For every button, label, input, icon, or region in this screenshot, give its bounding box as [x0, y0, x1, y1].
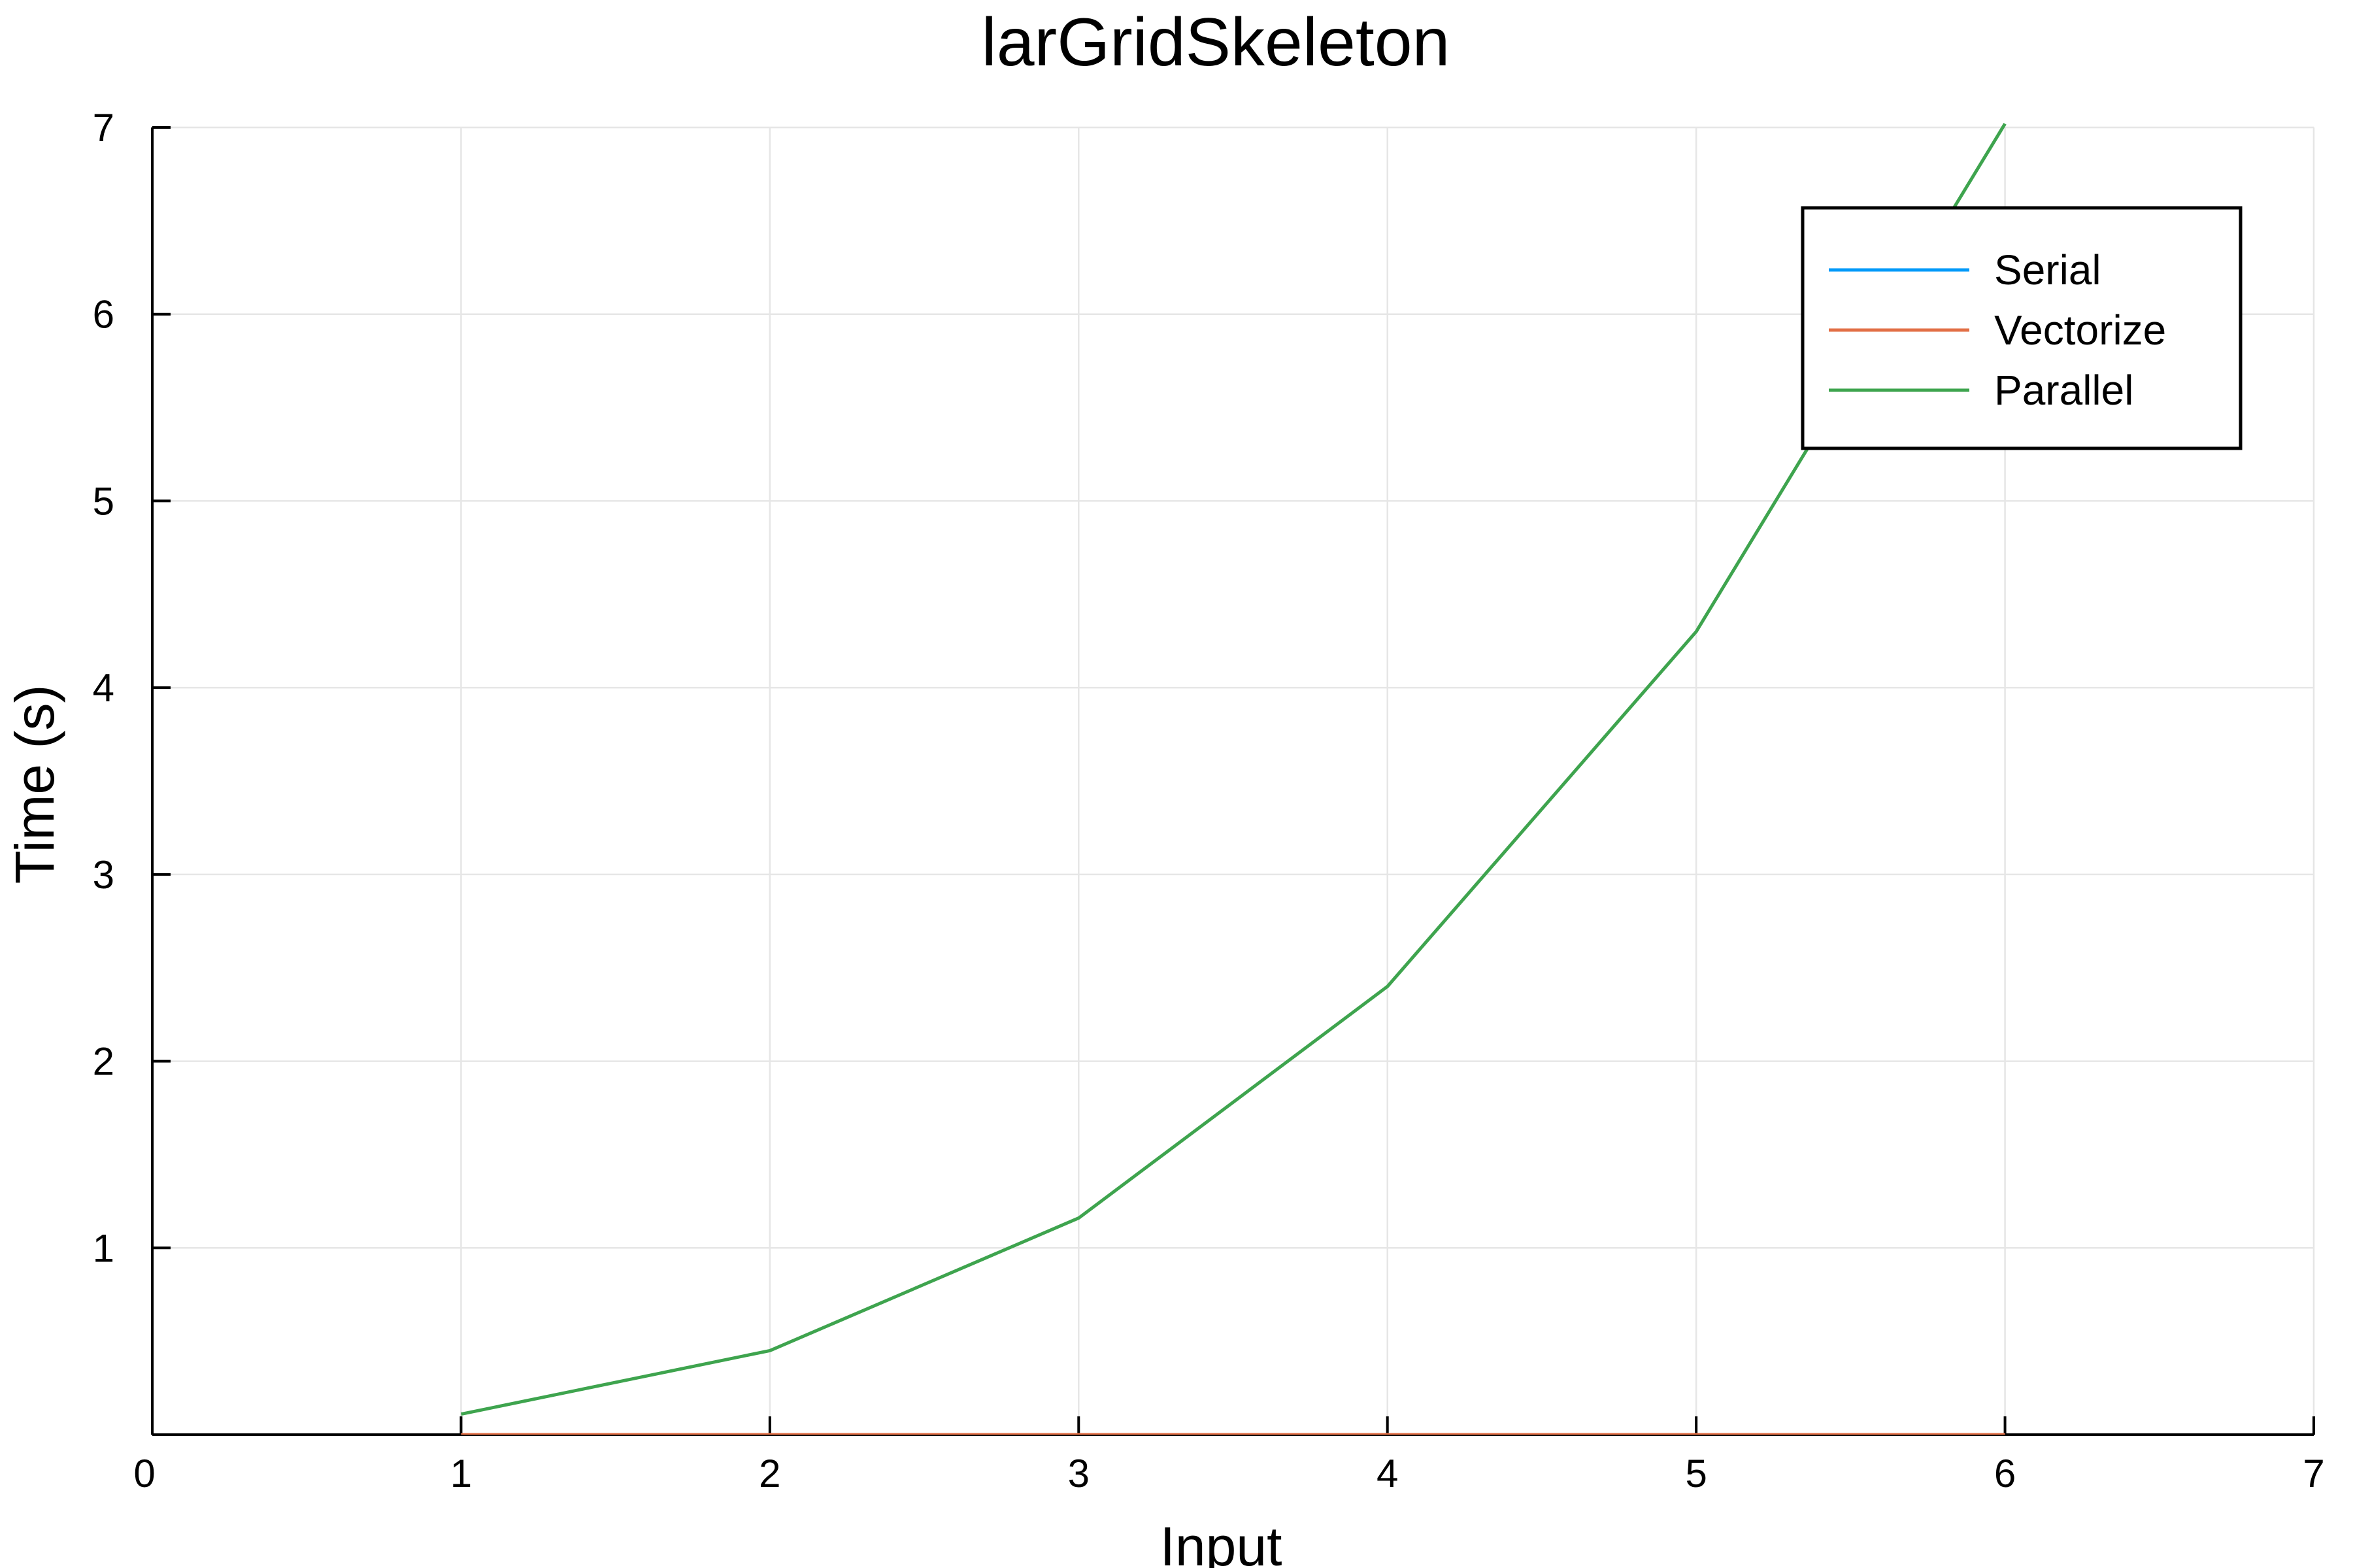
x-tick-label: 6 — [1994, 1452, 2016, 1495]
x-tick-label: 1 — [450, 1452, 472, 1495]
y-axis-label: Time (s) — [4, 685, 65, 884]
legend-box — [1801, 206, 2243, 450]
legend: Serial Vectorize Parallel — [1801, 206, 2243, 450]
x-tick-label: 7 — [2303, 1452, 2324, 1495]
x-tick-label: 4 — [1377, 1452, 1398, 1495]
y-tick-label: 6 — [93, 293, 114, 337]
x-tick-label: 0 — [133, 1452, 155, 1495]
legend-label-serial: Serial — [1994, 246, 2101, 293]
y-tick-label: 3 — [93, 853, 114, 897]
x-tick-label: 3 — [1068, 1452, 1090, 1495]
series-lines — [460, 123, 2007, 1435]
x-tick-label: 5 — [1685, 1452, 1707, 1495]
ticks: 0 1 2 3 4 5 6 7 1 2 3 4 5 6 7 — [93, 106, 2325, 1495]
y-tick-label: 2 — [93, 1040, 114, 1084]
legend-label-vectorize: Vectorize — [1994, 307, 2166, 354]
y-tick-label: 4 — [93, 666, 114, 710]
y-tick-label: 1 — [93, 1226, 114, 1270]
series-line-parallel — [460, 123, 2007, 1416]
legend-label-parallel: Parallel — [1994, 367, 2133, 414]
x-axis-label: Input — [1160, 1516, 1282, 1568]
x-tick-label: 2 — [759, 1452, 780, 1495]
y-tick-label: 5 — [93, 479, 114, 523]
y-tick-label: 7 — [93, 106, 114, 150]
chart-title: larGridSkeleton — [982, 5, 1450, 80]
